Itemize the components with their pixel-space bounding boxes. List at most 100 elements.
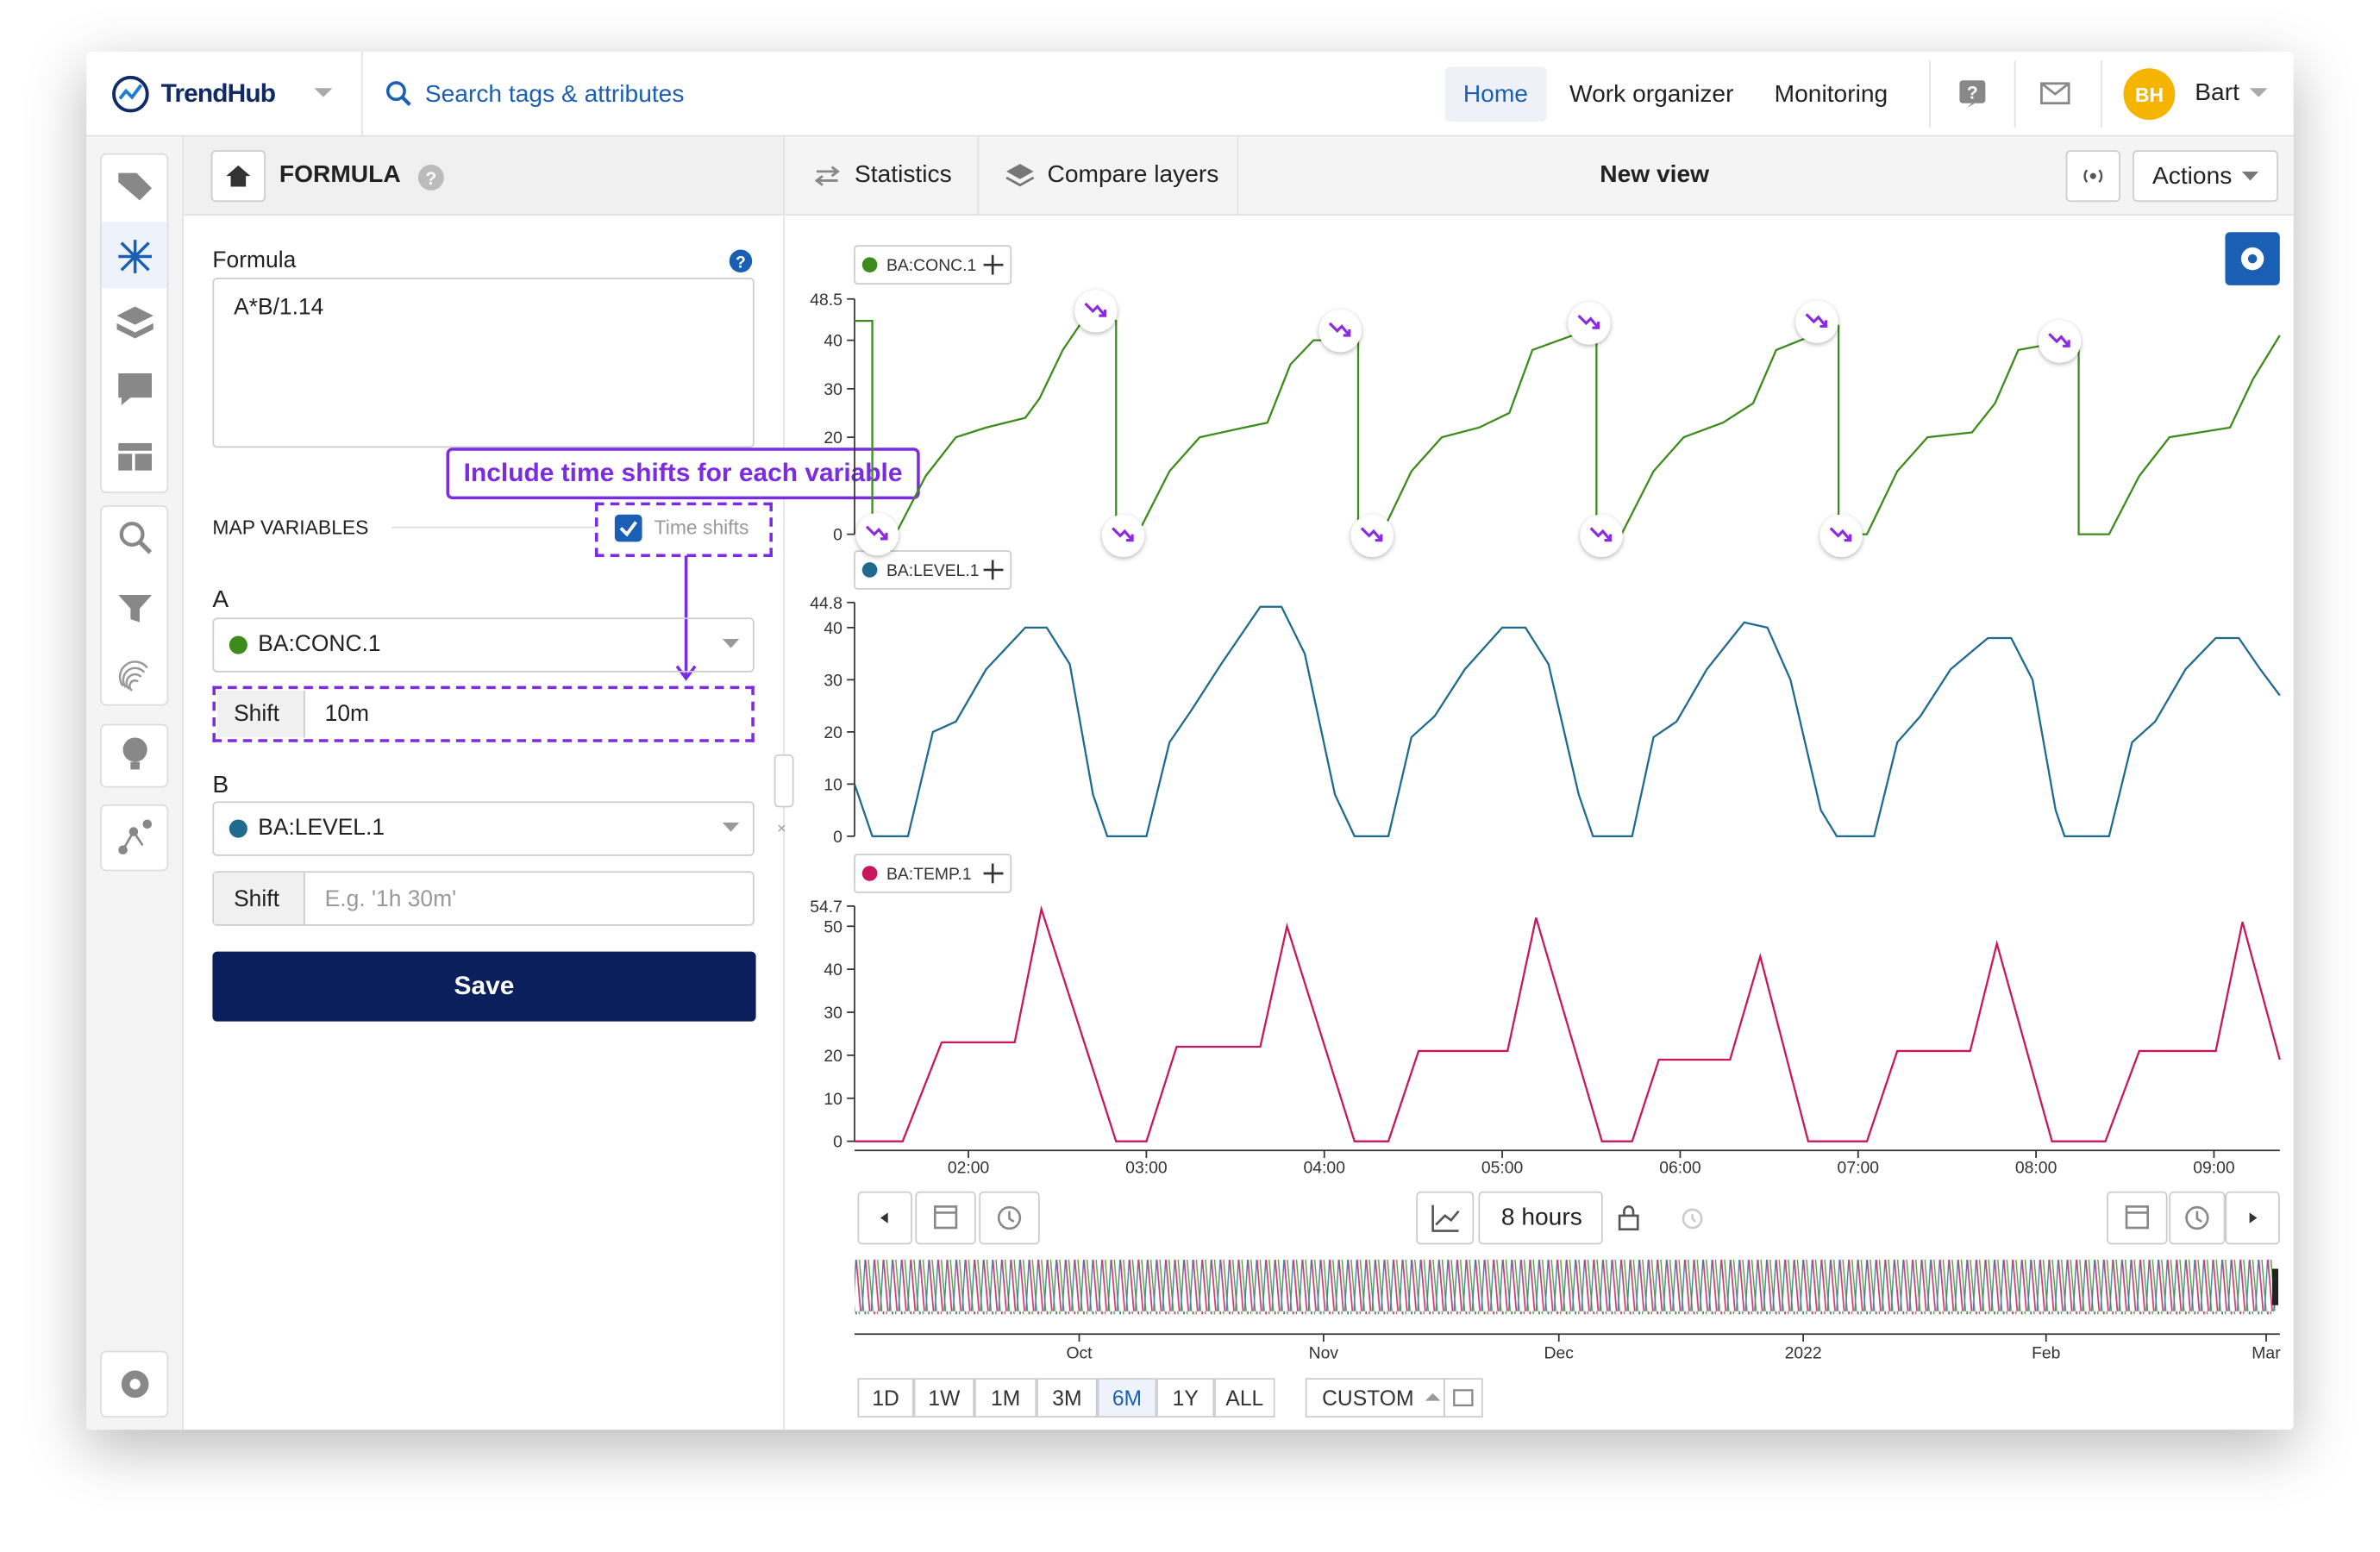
event-marker[interactable]: [1795, 300, 1838, 343]
var-letter: A: [212, 587, 229, 614]
tag-dot: [229, 635, 247, 654]
legend-swatch: [861, 257, 878, 272]
event-marker-bg: [1580, 514, 1623, 557]
divider: [360, 51, 363, 137]
svg-text:?: ?: [736, 253, 746, 272]
y-tick-label: 10: [824, 775, 842, 794]
compare-tab[interactable]: Compare layers: [1047, 162, 1219, 189]
next-button[interactable]: [2225, 1191, 2280, 1245]
custom-label[interactable]: CUSTOM: [1322, 1386, 1414, 1411]
legend-move-icon: [983, 560, 1004, 580]
avatar[interactable]: BH: [2123, 68, 2176, 121]
nav-monitoring[interactable]: Monitoring: [1774, 82, 1888, 108]
mail-icon[interactable]: [2040, 82, 2070, 106]
lock-icon[interactable]: [1618, 1205, 1639, 1231]
prev-button[interactable]: [857, 1191, 912, 1245]
chart-settings[interactable]: [2225, 232, 2280, 285]
settings-icon[interactable]: [121, 1370, 149, 1399]
event-marker[interactable]: [1819, 514, 1863, 557]
insight-icon[interactable]: [122, 737, 147, 770]
event-marker[interactable]: [1350, 514, 1394, 557]
rule: [391, 526, 597, 529]
range-button[interactable]: 3M: [1037, 1378, 1098, 1418]
end-time-button[interactable]: [2169, 1191, 2226, 1245]
var-tag[interactable]: BA:LEVEL.1: [258, 815, 385, 842]
var-select[interactable]: [212, 801, 755, 856]
layers-icon[interactable]: [116, 306, 153, 339]
dashboard-icon[interactable]: [118, 442, 153, 471]
history-icon[interactable]: [1679, 1206, 1705, 1230]
filter-icon[interactable]: [118, 594, 153, 623]
shift-placeholder[interactable]: E.g. '1h 30m': [324, 886, 457, 912]
range-button[interactable]: ALL: [1214, 1378, 1275, 1418]
graph-icon[interactable]: [118, 819, 153, 854]
range-button[interactable]: 1D: [857, 1378, 914, 1418]
custom-range[interactable]: CUSTOM: [1305, 1378, 1445, 1418]
splitter-handle[interactable]: [774, 754, 794, 808]
legend-swatch: [861, 562, 878, 578]
help-icon[interactable]: ?: [1958, 79, 1989, 110]
formula-text[interactable]: A*B/1.14: [234, 294, 324, 321]
statistics-tab[interactable]: Statistics: [854, 162, 952, 189]
event-marker-bg: [1568, 302, 1611, 345]
window-field[interactable]: [1478, 1191, 1603, 1245]
start-date-button[interactable]: [915, 1191, 976, 1245]
range-button[interactable]: 6M: [1097, 1378, 1157, 1418]
event-marker[interactable]: [1101, 514, 1145, 557]
search-field[interactable]: Search tags & attributes: [424, 82, 685, 108]
y-tick-label: 30: [824, 671, 842, 690]
range-button[interactable]: 1M: [974, 1378, 1037, 1418]
window-length[interactable]: 8 hours: [1500, 1205, 1582, 1231]
nav-work-organizer[interactable]: Work organizer: [1569, 82, 1734, 108]
save-button[interactable]: Save: [212, 951, 756, 1022]
shift-input[interactable]: 10m: [324, 701, 370, 728]
time-shifts-label[interactable]: Time shifts: [654, 516, 749, 539]
start-time-button[interactable]: [979, 1191, 1040, 1245]
range-button[interactable]: 1Y: [1156, 1378, 1215, 1418]
overview-handle[interactable]: [2272, 1268, 2279, 1305]
event-marker[interactable]: [1074, 290, 1118, 333]
formula-help[interactable]: ?: [729, 249, 753, 273]
zoom-button[interactable]: [1416, 1191, 1475, 1245]
end-date-button[interactable]: [2107, 1191, 2168, 1245]
user-name[interactable]: Bart: [2195, 80, 2239, 107]
nav-home[interactable]: Home: [1462, 82, 1528, 108]
splitter-close[interactable]: ×: [777, 821, 786, 838]
user-caret[interactable]: [2249, 88, 2268, 100]
shift-field[interactable]: [212, 871, 755, 926]
custom-picker[interactable]: [1443, 1378, 1483, 1418]
select-caret: [722, 639, 740, 648]
formula-label: Formula: [212, 247, 297, 273]
tag-icon[interactable]: [118, 172, 153, 201]
search-tool-icon[interactable]: [119, 522, 153, 554]
event-marker[interactable]: [1568, 302, 1611, 345]
range-button[interactable]: 1W: [913, 1378, 975, 1418]
var-tag[interactable]: BA:CONC.1: [258, 631, 381, 658]
var-select[interactable]: [212, 617, 755, 673]
y-tick-label: 0: [833, 828, 842, 847]
event-marker[interactable]: [855, 512, 899, 556]
legend-chip[interactable]: BA:LEVEL.1: [854, 550, 1012, 590]
time-shifts-checkbox[interactable]: [614, 514, 642, 542]
event-marker[interactable]: [1580, 514, 1623, 557]
comment-icon[interactable]: [118, 373, 153, 405]
formula-icon[interactable]: [118, 240, 153, 273]
fingerprint-icon[interactable]: [118, 660, 148, 692]
live-button[interactable]: [2065, 150, 2120, 203]
search-icon: [385, 81, 411, 106]
panel-help[interactable]: ?: [417, 164, 445, 191]
formula-input[interactable]: [212, 278, 755, 448]
legend-chip[interactable]: BA:TEMP.1: [854, 854, 1012, 893]
view-toolbar: [785, 136, 2294, 216]
map-variables: MAP VARIABLES: [212, 516, 369, 539]
view-name[interactable]: New view: [1600, 162, 1710, 189]
overview-tick-label: 2022: [1785, 1343, 1822, 1362]
panel-header: [183, 136, 784, 216]
event-marker[interactable]: [2038, 320, 2082, 363]
x-tick-label: 03:00: [1125, 1159, 1168, 1178]
actions-label[interactable]: Actions: [2151, 164, 2233, 191]
event-marker[interactable]: [1318, 310, 1362, 353]
brand-caret[interactable]: [314, 88, 333, 100]
legend-chip[interactable]: BA:CONC.1: [854, 245, 1012, 285]
y-tick-label: 20: [824, 723, 842, 742]
